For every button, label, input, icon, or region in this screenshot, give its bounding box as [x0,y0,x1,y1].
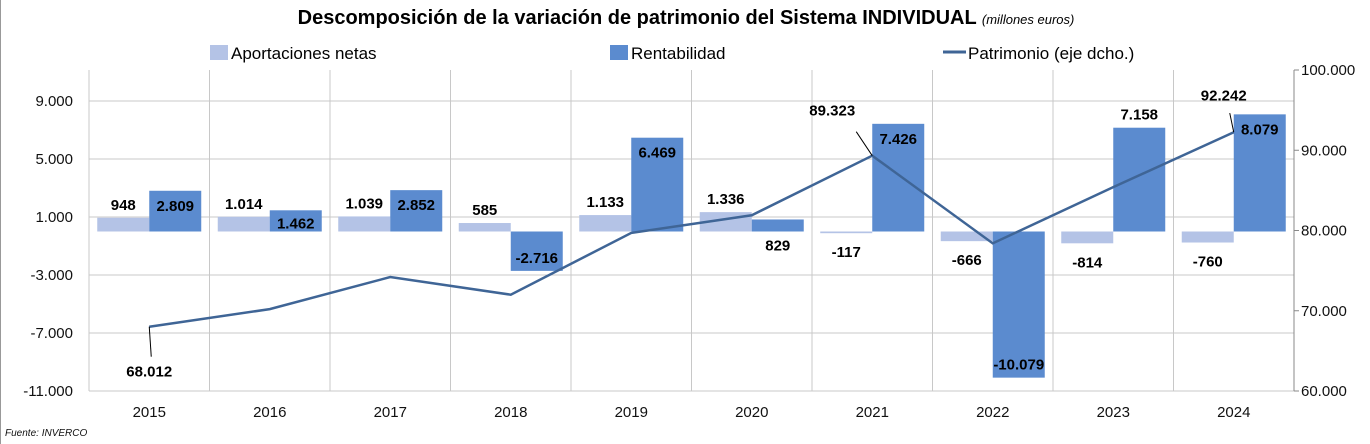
right-tick-label: 90.000 [1301,142,1347,159]
left-tick-label: -11.000 [23,383,73,400]
label-aportaciones: 1.039 [345,195,383,212]
label-rentabilidad: 829 [765,238,790,255]
label-rentabilidad: 1.462 [277,215,315,232]
label-aportaciones: 585 [472,202,497,219]
bar-rentabilidad [631,137,684,232]
right-tick-label: 100.000 [1301,62,1355,79]
leader-line [855,131,873,156]
bar-rentabilidad [149,190,202,232]
label-rentabilidad: -10.079 [993,357,1044,374]
x-tick-label: 2018 [494,404,527,421]
label-patrimonio: 68.012 [126,364,172,381]
legend-swatch-rentabilidad [610,45,628,60]
left-tick-label: -7.000 [30,325,73,342]
right-tick-label: 70.000 [1301,303,1347,320]
x-tick-label: 2021 [856,404,889,421]
label-rentabilidad: 6.469 [638,145,676,162]
bar-aportaciones [579,215,632,232]
legend-swatch-aportaciones [210,45,228,60]
label-rentabilidad: 7.426 [879,131,917,148]
label-rentabilidad: -2.716 [515,250,558,267]
bar-aportaciones [97,217,150,232]
label-aportaciones: 1.014 [225,196,263,213]
x-tick-label: 2024 [1217,404,1250,421]
label-rentabilidad: 7.158 [1120,107,1158,124]
x-tick-label: 2015 [133,404,166,421]
bar-aportaciones [940,231,993,242]
label-aportaciones: 948 [111,197,136,214]
bar-rentabilidad [872,123,925,232]
left-tick-label: 9.000 [35,93,73,110]
bar-aportaciones [820,231,873,234]
label-aportaciones: -666 [952,252,982,269]
label-aportaciones: 1.133 [586,194,624,211]
bar-rentabilidad [510,231,563,271]
label-rentabilidad: 8.079 [1241,121,1279,138]
left-tick-label: 5.000 [35,151,73,168]
label-patrimonio: 92.242 [1201,87,1247,104]
label-aportaciones: 1.336 [707,191,745,208]
bar-aportaciones [458,223,511,232]
left-tick-label: -3.000 [30,267,73,284]
left-tick-label: 1.000 [35,209,73,226]
line-patrimonio [149,131,1235,328]
label-aportaciones: -117 [832,244,861,261]
x-tick-label: 2016 [253,404,286,421]
leader-line [148,326,152,357]
leader-line [1229,112,1235,133]
bar-aportaciones [217,216,270,232]
bar-rentabilidad [1113,127,1166,232]
bar-aportaciones [1061,231,1114,244]
right-tick-label: 60.000 [1301,383,1347,400]
bar-aportaciones [338,216,391,232]
x-tick-label: 2022 [976,404,1009,421]
source-note: Fuente: INVERCO [5,428,87,439]
x-tick-label: 2020 [735,404,768,421]
bar-aportaciones [1181,231,1234,243]
bar-rentabilidad [751,219,804,232]
legend-label-aportaciones: Aportaciones netas [231,44,377,63]
legend-label-rentabilidad: Rentabilidad [631,44,726,63]
x-tick-label: 2019 [615,404,648,421]
label-rentabilidad: 2.809 [156,198,194,215]
bar-rentabilidad [992,231,1045,378]
label-aportaciones: -760 [1193,254,1223,271]
chart-title: Descomposición de la variación de patrim… [298,7,1075,29]
label-patrimonio: 89.323 [809,103,855,120]
x-tick-label: 2017 [374,404,407,421]
legend: Aportaciones netas Rentabilidad Patrimon… [210,44,1134,63]
bar-rentabilidad [390,190,443,232]
label-rentabilidad: 2.852 [397,197,435,214]
bar-rentabilidad [269,210,322,232]
right-tick-label: 80.000 [1301,223,1347,240]
x-tick-label: 2023 [1097,404,1130,421]
bar-rentabilidad [1233,114,1286,232]
label-aportaciones: -814 [1072,254,1103,271]
legend-label-patrimonio: Patrimonio (eje dcho.) [968,44,1134,63]
